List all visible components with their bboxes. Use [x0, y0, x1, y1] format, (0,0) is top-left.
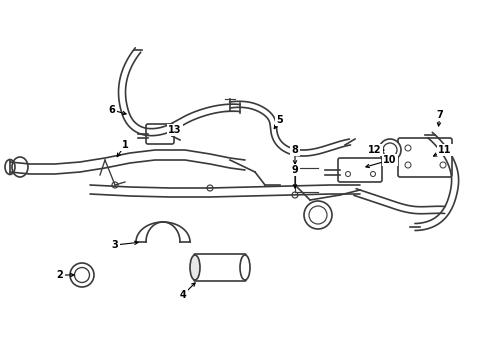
Ellipse shape: [5, 159, 15, 175]
Text: 10: 10: [383, 155, 397, 165]
Text: 4: 4: [180, 290, 186, 300]
Text: 12: 12: [368, 145, 382, 155]
Text: 13: 13: [168, 125, 182, 135]
Text: 5: 5: [277, 115, 283, 125]
FancyBboxPatch shape: [194, 254, 246, 281]
Text: 11: 11: [438, 145, 452, 155]
Ellipse shape: [70, 263, 94, 287]
Ellipse shape: [240, 255, 250, 280]
Text: 2: 2: [57, 270, 63, 280]
Text: 9: 9: [292, 165, 298, 175]
Ellipse shape: [379, 139, 401, 161]
FancyBboxPatch shape: [398, 138, 452, 177]
Text: 1: 1: [122, 140, 128, 150]
FancyBboxPatch shape: [338, 158, 382, 182]
Text: 7: 7: [437, 110, 443, 120]
Ellipse shape: [190, 255, 200, 280]
Ellipse shape: [304, 201, 332, 229]
Text: 3: 3: [112, 240, 119, 250]
FancyBboxPatch shape: [146, 124, 174, 144]
Text: 8: 8: [292, 145, 298, 155]
Text: 6: 6: [109, 105, 115, 115]
